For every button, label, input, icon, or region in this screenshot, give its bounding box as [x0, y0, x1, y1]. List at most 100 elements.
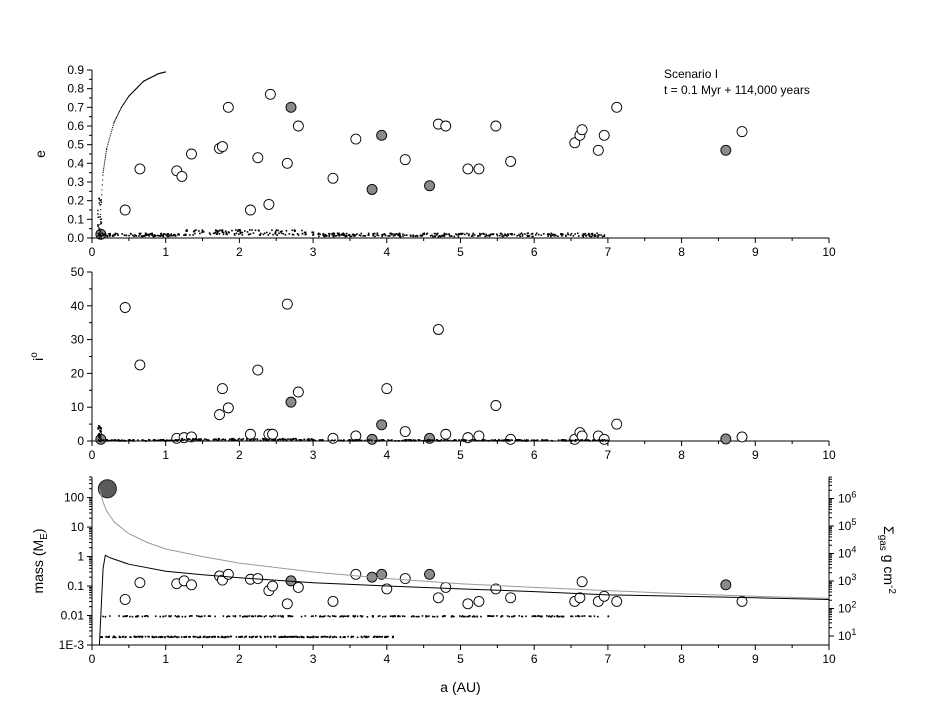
small-particle-dot — [372, 233, 375, 236]
small-particle-dot — [577, 615, 579, 617]
small-particle-dot — [455, 439, 457, 442]
small-particle-dot — [507, 234, 510, 236]
small-particle-dot — [201, 230, 204, 233]
small-particle-dot — [603, 439, 606, 441]
inner-particle-dot — [99, 435, 102, 437]
dotted-curve-dot — [112, 126, 114, 129]
small-particle-dot — [448, 233, 451, 236]
dotted-curve-dot — [105, 152, 107, 154]
small-particle-dot — [532, 439, 535, 441]
small-particle-dot — [374, 235, 376, 238]
small-particle-dot — [225, 231, 228, 234]
small-particle-dot — [197, 439, 200, 441]
small-particle-dot — [325, 235, 328, 237]
small-particle-dot — [154, 636, 157, 638]
y2-tick-exponent: 2 — [851, 600, 856, 610]
small-particle-dot — [256, 438, 259, 441]
small-particle-dot — [560, 439, 563, 441]
small-particle-dot — [192, 438, 194, 440]
small-particle-dot — [593, 615, 596, 617]
x-tick-label: 3 — [310, 448, 317, 462]
small-particle-dot — [567, 232, 569, 235]
small-particle-dot — [350, 636, 353, 638]
embryo-marker-open — [399, 154, 411, 166]
small-particle-dot — [563, 439, 565, 441]
small-particle-dot — [317, 232, 320, 235]
small-particle-dot — [266, 439, 269, 441]
small-particle-dot — [218, 233, 221, 235]
small-particle-dot — [274, 233, 277, 235]
small-particle-dot — [345, 232, 348, 235]
small-particle-dot — [201, 231, 203, 234]
small-particle-dot — [418, 615, 420, 618]
small-particle-dot — [378, 440, 381, 442]
small-particle-dot — [304, 231, 307, 234]
small-particle-dot — [217, 636, 220, 638]
small-particle-dot — [433, 232, 436, 235]
small-particle-dot — [114, 439, 117, 441]
small-particle-dot — [262, 438, 265, 440]
small-particle-dot — [425, 615, 427, 618]
inner-particle-dot — [100, 237, 102, 240]
small-particle-dot — [192, 234, 194, 236]
small-particle-dot — [279, 230, 282, 233]
dotted-curve-dot — [126, 98, 128, 100]
small-particle-dot — [254, 615, 257, 617]
small-particle-dot — [480, 439, 483, 442]
small-particle-dot — [324, 635, 326, 638]
embryo-marker-open — [473, 163, 485, 175]
small-particle-dot — [278, 232, 280, 235]
dotted-curve-dot — [164, 71, 167, 73]
small-particle-dot — [142, 439, 145, 442]
small-particle-dot — [587, 234, 589, 236]
small-particle-dot — [273, 635, 276, 638]
small-particle-dot — [387, 235, 390, 237]
small-particle-dot — [216, 229, 218, 232]
small-particle-dot — [331, 636, 334, 639]
small-particle-dot — [126, 615, 128, 617]
small-particle-dot — [572, 234, 575, 237]
inner-particle-dot — [100, 199, 102, 201]
x-tick-label: 4 — [383, 448, 390, 462]
small-particle-dot — [279, 636, 282, 638]
small-particle-dot — [303, 231, 306, 234]
small-particle-dot — [147, 615, 149, 618]
y-axis-label-close: ) — [30, 528, 46, 533]
embryo-marker-open — [186, 148, 197, 160]
x-tick-label: 1 — [162, 652, 169, 666]
inner-particle-dot — [97, 209, 99, 212]
small-particle-dot — [123, 234, 126, 236]
small-particle-dot — [353, 235, 356, 237]
small-particle-dot — [376, 635, 378, 638]
small-particle-dot — [433, 615, 436, 618]
embryo-marker-open — [134, 577, 146, 589]
small-particle-dot — [144, 439, 147, 442]
small-particle-dot — [256, 635, 259, 638]
x-tick-label: 8 — [678, 245, 685, 259]
small-particle-dot — [366, 439, 369, 441]
small-particle-dot — [128, 234, 130, 237]
small-particle-dot — [411, 615, 414, 617]
small-particle-dot — [148, 636, 150, 638]
embryo-marker-filled — [285, 396, 297, 408]
small-particle-dot — [366, 615, 369, 618]
small-particle-dot — [334, 615, 337, 618]
small-particle-dot — [557, 235, 559, 238]
small-particle-dot — [282, 615, 284, 618]
small-particle-dot — [322, 234, 325, 237]
small-particle-dot — [355, 439, 358, 441]
small-particle-dot — [266, 231, 268, 234]
small-particle-dot — [445, 233, 448, 235]
small-particle-dot — [238, 230, 240, 232]
small-particle-dot — [437, 232, 439, 235]
small-particle-dot — [587, 232, 590, 235]
small-particle-dot — [238, 229, 241, 231]
x-tick-label: 6 — [531, 245, 538, 259]
embryo-marker-open — [611, 101, 623, 113]
inner-particle-dot — [99, 231, 102, 233]
small-particle-dot — [271, 439, 273, 442]
y-tick-label: 20 — [71, 366, 85, 380]
small-particle-dot — [169, 439, 172, 442]
small-particle-dot — [296, 636, 299, 638]
small-particle-dot — [312, 636, 314, 639]
